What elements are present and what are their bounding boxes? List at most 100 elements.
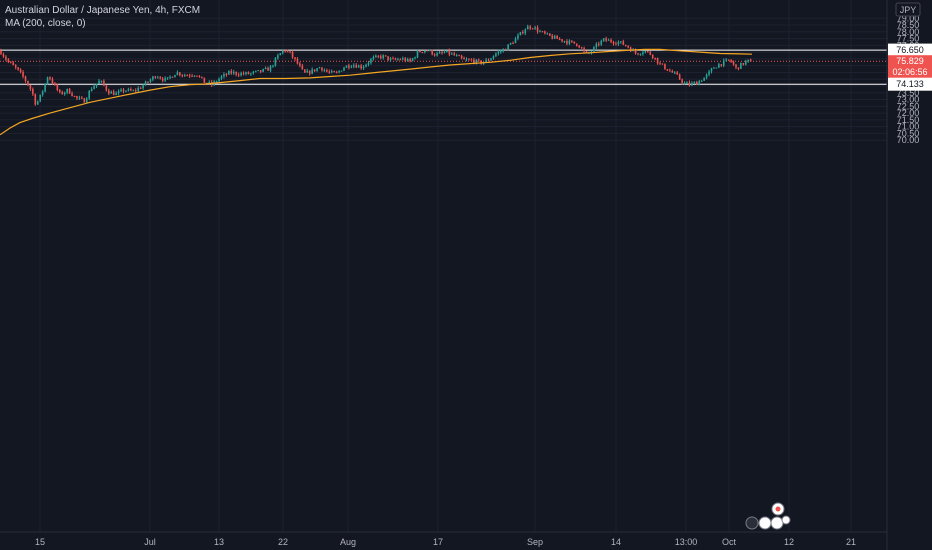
candle <box>627 45 629 49</box>
candle <box>323 68 326 72</box>
candle-body <box>330 71 333 73</box>
candle <box>637 53 639 56</box>
candle-body <box>269 66 272 71</box>
candle-body <box>157 77 159 79</box>
candle-body <box>571 40 573 42</box>
candle <box>654 57 656 60</box>
candle-body <box>583 48 585 52</box>
candle-body <box>142 85 144 89</box>
candle <box>703 77 705 81</box>
candle <box>539 29 541 33</box>
candle-body <box>308 70 311 74</box>
candle-body <box>696 82 698 85</box>
candle-body <box>426 50 429 52</box>
candle <box>127 87 130 92</box>
event-marker-4-icon[interactable] <box>781 515 791 525</box>
x-tick-label: Aug <box>340 537 356 547</box>
candle <box>281 49 284 55</box>
candle-body <box>517 35 519 39</box>
candle <box>330 69 333 74</box>
candle <box>176 70 179 76</box>
candle-body <box>617 42 620 45</box>
candle-body <box>291 51 294 58</box>
candle-body <box>661 63 664 65</box>
candle <box>318 66 321 69</box>
y-tick-label: 71.00 <box>897 122 920 132</box>
candle-body <box>370 58 372 63</box>
candle <box>306 68 309 73</box>
candle-body <box>279 53 282 56</box>
candle-body <box>573 41 576 44</box>
level-bottom-value: 74.133 <box>896 79 924 89</box>
candle-body <box>534 27 536 29</box>
indicator-label[interactable]: MA (200, close, 0) <box>5 18 86 29</box>
candle-body <box>556 35 558 39</box>
event-markers[interactable] <box>745 502 791 530</box>
candle-body <box>19 69 22 73</box>
x-tick-label: 14 <box>611 537 621 547</box>
candle <box>438 50 441 54</box>
candle-body <box>382 55 384 58</box>
candle-body <box>624 44 627 46</box>
candle-body <box>722 60 725 66</box>
candle-body <box>17 67 19 70</box>
candle-body <box>120 89 122 92</box>
candle-body <box>404 58 407 62</box>
candle <box>397 57 399 61</box>
candle <box>73 95 76 98</box>
candle-body <box>443 52 446 54</box>
candle-body <box>647 51 649 53</box>
candle-body <box>642 52 644 54</box>
time-axis[interactable]: 15 Jul 13 22 Aug 17 Sep 14 13:00 Oct 12 21 <box>35 537 856 547</box>
candle-body <box>705 74 708 78</box>
currency-badge[interactable]: JPY <box>895 2 921 17</box>
candle-body <box>654 57 656 59</box>
candle <box>362 64 365 70</box>
candle-body <box>112 91 115 96</box>
candle <box>326 68 328 73</box>
candle-body <box>44 83 46 92</box>
candle-body <box>387 56 389 60</box>
candle-body <box>578 45 580 48</box>
candle <box>669 68 671 72</box>
candle <box>46 76 49 85</box>
candle <box>463 56 465 60</box>
candle <box>360 63 362 70</box>
event-marker-3-icon[interactable] <box>770 516 784 530</box>
candle-body <box>196 75 198 77</box>
candle-body <box>34 94 37 105</box>
candle <box>375 54 377 58</box>
candle-body <box>171 76 174 78</box>
candle-body <box>250 73 252 75</box>
chart-legend[interactable]: Australian Dollar / Japanese Yen, 4h, FX… <box>5 4 200 30</box>
candle-body <box>294 57 296 59</box>
candle <box>495 52 497 58</box>
candle <box>546 32 549 35</box>
candle <box>573 41 576 44</box>
event-marker-2-icon[interactable] <box>758 516 772 530</box>
x-tick-label: Jul <box>144 537 156 547</box>
ma-200-line[interactable] <box>0 48 753 136</box>
candle <box>696 80 698 85</box>
candle <box>568 39 571 46</box>
candle-body <box>637 53 639 55</box>
candle-body <box>122 89 125 92</box>
candle <box>602 38 605 42</box>
candle <box>68 87 71 94</box>
candle-body <box>237 74 240 76</box>
candle-body <box>39 94 41 102</box>
candle <box>745 59 747 66</box>
candle-body <box>551 35 554 39</box>
level-top-value: 76.650 <box>896 45 924 55</box>
flag-marker-icon[interactable] <box>745 516 759 530</box>
candle <box>171 76 174 78</box>
candle-body <box>304 69 306 73</box>
candle-body <box>7 59 10 62</box>
symbol-title[interactable]: Australian Dollar / Japanese Yen, 4h, FX… <box>5 5 201 16</box>
candle-body <box>428 49 431 51</box>
candle <box>56 83 59 92</box>
candle-body <box>568 40 571 44</box>
candle <box>61 90 64 95</box>
